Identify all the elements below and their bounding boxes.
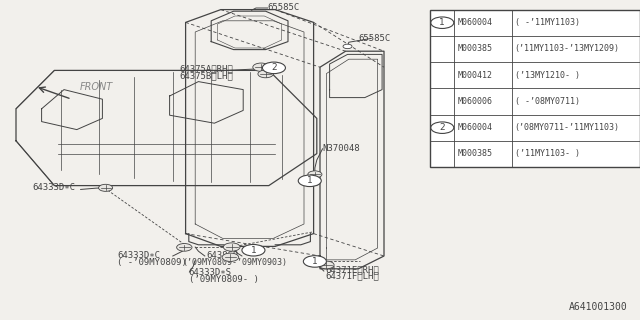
Text: 64375B〈LH〉: 64375B〈LH〉 bbox=[179, 71, 233, 80]
Text: 64333D∗S: 64333D∗S bbox=[189, 268, 232, 277]
Circle shape bbox=[303, 256, 326, 267]
Text: 1: 1 bbox=[307, 176, 312, 185]
Text: 64371F〈LH〉: 64371F〈LH〉 bbox=[325, 271, 379, 280]
Text: 2: 2 bbox=[271, 63, 276, 72]
Bar bbox=[430, 10, 640, 167]
Circle shape bbox=[343, 44, 352, 49]
Text: 64333D∗C: 64333D∗C bbox=[117, 252, 160, 260]
Circle shape bbox=[298, 175, 321, 187]
Text: A641001300: A641001300 bbox=[568, 302, 627, 312]
Circle shape bbox=[222, 253, 239, 261]
Text: FRONT: FRONT bbox=[80, 82, 113, 92]
Text: 65585C: 65585C bbox=[358, 34, 390, 43]
Text: M060004: M060004 bbox=[458, 123, 493, 132]
Circle shape bbox=[99, 184, 113, 191]
Text: M060006: M060006 bbox=[458, 97, 493, 106]
Circle shape bbox=[177, 244, 192, 251]
Text: (’09MY0809-’09MY0903): (’09MY0809-’09MY0903) bbox=[182, 258, 287, 267]
Text: (’09MY0809- ): (’09MY0809- ) bbox=[189, 275, 259, 284]
Circle shape bbox=[223, 243, 240, 251]
Text: M000385: M000385 bbox=[458, 149, 493, 158]
Text: (’11MY1103-’13MY1209): (’11MY1103-’13MY1209) bbox=[515, 44, 620, 53]
Text: 64371E〈RH〉: 64371E〈RH〉 bbox=[325, 265, 379, 274]
Text: 1: 1 bbox=[440, 18, 445, 27]
Text: M000412: M000412 bbox=[458, 71, 493, 80]
Circle shape bbox=[258, 70, 273, 78]
Text: (’11MY1103- ): (’11MY1103- ) bbox=[515, 149, 580, 158]
Text: ( -’08MY0711): ( -’08MY0711) bbox=[515, 97, 580, 106]
Circle shape bbox=[242, 244, 265, 256]
Circle shape bbox=[319, 261, 334, 269]
Text: 65585C: 65585C bbox=[268, 4, 300, 12]
Text: 64386B: 64386B bbox=[207, 252, 239, 260]
Text: M000385: M000385 bbox=[458, 44, 493, 53]
Text: 1: 1 bbox=[251, 246, 256, 255]
Text: 1: 1 bbox=[312, 257, 317, 266]
Text: ( -’11MY1103): ( -’11MY1103) bbox=[515, 18, 580, 27]
Text: N370048: N370048 bbox=[323, 144, 360, 153]
Text: (’08MY0711-’11MY1103): (’08MY0711-’11MY1103) bbox=[515, 123, 620, 132]
Text: M060004: M060004 bbox=[458, 18, 493, 27]
Text: 2: 2 bbox=[440, 123, 445, 132]
Circle shape bbox=[308, 171, 322, 178]
Circle shape bbox=[307, 179, 320, 186]
Circle shape bbox=[262, 62, 285, 74]
Text: (’13MY1210- ): (’13MY1210- ) bbox=[515, 71, 580, 80]
Circle shape bbox=[253, 63, 269, 71]
Text: 64333D∗C: 64333D∗C bbox=[32, 183, 75, 192]
Text: ( -’09MY0809): ( -’09MY0809) bbox=[117, 258, 187, 267]
Text: 64375A〈RH〉: 64375A〈RH〉 bbox=[179, 65, 233, 74]
Circle shape bbox=[310, 259, 325, 266]
